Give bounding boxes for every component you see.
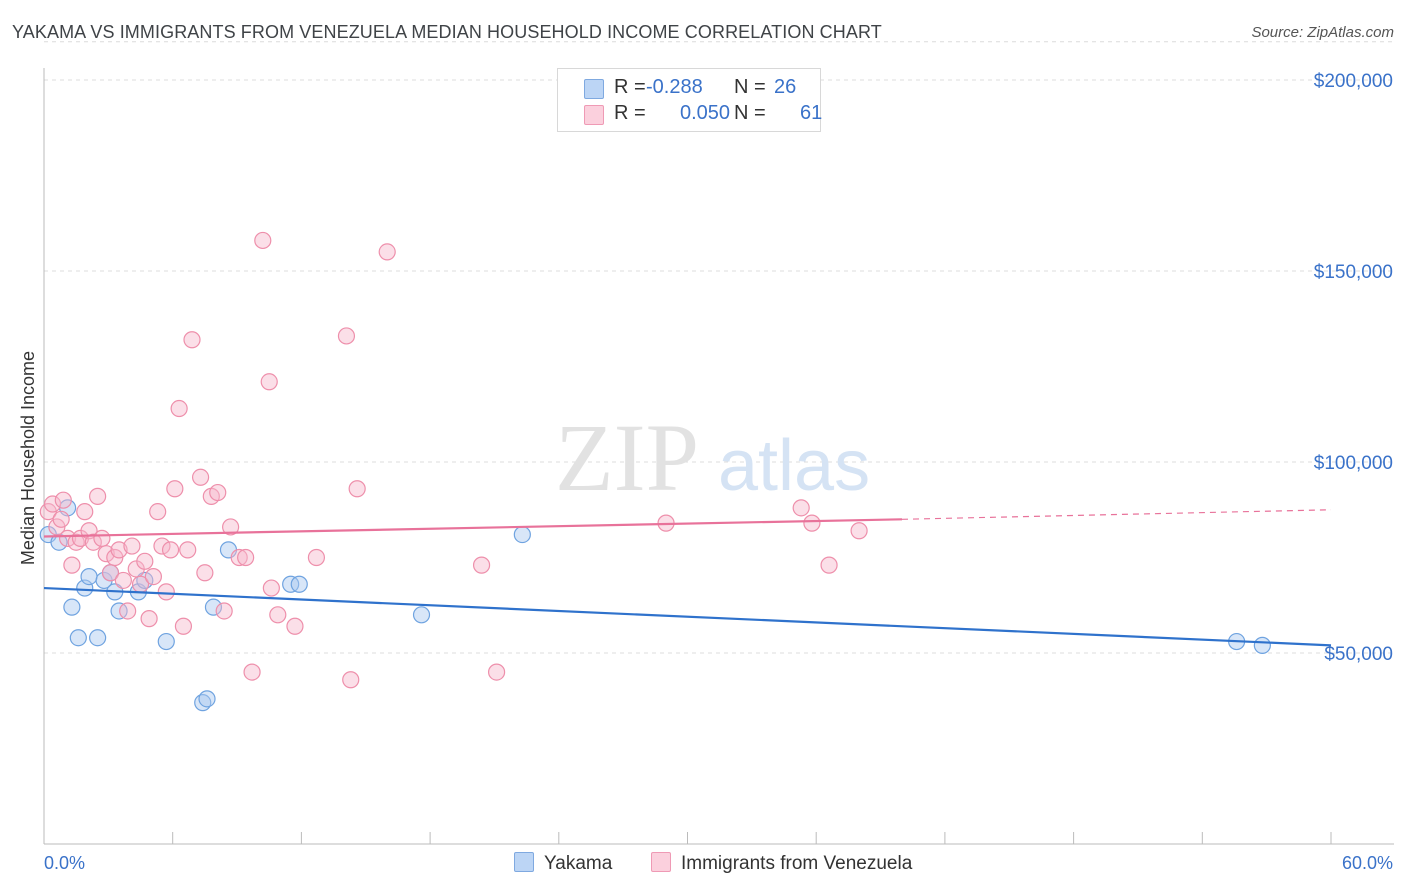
yakama-point [89, 629, 107, 647]
venezuela-point [342, 671, 360, 689]
yakama-point [412, 606, 431, 624]
y-tick-label: $50,000 [1324, 644, 1393, 665]
y-axis-label: Median Household Income [18, 351, 38, 565]
venezuela-point [63, 556, 81, 574]
yakama-point [63, 598, 81, 616]
yakama-point [157, 632, 175, 651]
venezuela-point [183, 331, 201, 349]
y-tick-label: $150,000 [1314, 262, 1393, 283]
bottom-legend-label-yakama: Yakama [544, 853, 613, 874]
venezuela-point [803, 514, 821, 532]
yakama-point [1253, 636, 1271, 654]
tick-labels: $50,000 $100,000 $150,000 $200,000 0.0% 60.0% [44, 71, 1393, 873]
yakama-point [69, 629, 87, 647]
venezuela-point [850, 522, 868, 540]
chart-title: YAKAMA VS IMMIGRANTS FROM VENEZUELA MEDI… [12, 22, 882, 42]
venezuela-point [84, 533, 102, 551]
trend-lines [43, 509, 1332, 647]
legend-r-label: R = [614, 102, 646, 124]
venezuela-point [487, 663, 506, 681]
venezuela-point [161, 541, 180, 559]
venezuela-point [286, 617, 304, 635]
legend-r-label: R = [614, 76, 646, 98]
legend-r-value: -0.288 [646, 76, 703, 98]
x-tick-label: 60.0% [1342, 853, 1393, 873]
venezuela-point [237, 548, 255, 567]
venezuela-point [149, 503, 167, 521]
yakama-point [513, 525, 531, 544]
y-tick-label: $200,000 [1314, 71, 1393, 92]
venezuela-point [153, 537, 171, 555]
venezuela-point [97, 545, 115, 563]
venezuela-point [110, 541, 128, 559]
venezuela-point [243, 663, 261, 681]
yakama-point [204, 598, 223, 616]
venezuela-point [76, 503, 94, 521]
venezuela-point [43, 495, 62, 513]
venezuela-point [230, 548, 248, 567]
x-tick-label: 0.0% [44, 853, 85, 873]
venezuela-point [196, 564, 214, 582]
legend-n-value: 61 [800, 102, 823, 124]
venezuela-point [93, 529, 111, 548]
legend-swatch-venezuela [584, 105, 604, 125]
yakama-trend-line [43, 586, 1332, 647]
venezuela-point [179, 541, 197, 559]
yakama-point [198, 690, 216, 708]
venezuela-point [337, 327, 356, 345]
yakama-point [80, 567, 98, 586]
venezuela-point [792, 499, 810, 517]
source-label: Source: ZipAtlas.com [1251, 24, 1394, 41]
venezuela-point [170, 399, 188, 418]
venezuela-point [144, 567, 162, 586]
venezuela-point [54, 491, 72, 509]
bottom-legend-yakama: Yakama [514, 852, 612, 875]
watermark-zip: ZIP [555, 404, 699, 511]
axes [43, 68, 1394, 845]
venezuela-point [119, 602, 137, 620]
stats-legend: R = -0.288 N = 26 R = 0.050 N = 61 [557, 68, 823, 132]
venezuela-point [472, 556, 491, 574]
venezuela-point [269, 606, 287, 624]
venezuela-point [166, 480, 184, 498]
venezuela-point [58, 529, 77, 548]
bottom-legend-swatch-venezuela [651, 852, 671, 872]
watermark-atlas: atlas [718, 426, 870, 506]
venezuela-point [215, 602, 233, 620]
bottom-legend-label-venezuela: Immigrants from Venezuela [681, 853, 913, 874]
venezuela-point [123, 537, 141, 555]
venezuela-point [820, 556, 838, 574]
venezuela-point [89, 487, 107, 505]
venezuela-point [174, 617, 193, 635]
legend-r-value: 0.050 [680, 102, 731, 124]
venezuela-trend-extension [901, 509, 1332, 520]
venezuela-point [222, 518, 240, 536]
legend-n-value: 26 [774, 76, 797, 98]
legend-n-label: N = [734, 102, 766, 124]
y-tick-label: $100,000 [1314, 453, 1393, 474]
venezuela-point [191, 468, 210, 486]
venezuela-point [157, 583, 175, 601]
data-points [39, 231, 1271, 712]
venezuela-point [52, 510, 70, 528]
venezuela-point [260, 373, 278, 391]
venezuela-point [348, 480, 366, 498]
bottom-legend-swatch-yakama [514, 852, 534, 872]
venezuela-point [140, 610, 158, 628]
venezuela-point [254, 231, 272, 250]
venezuela-point [378, 243, 396, 261]
venezuela-point [114, 571, 132, 590]
yakama-point [290, 575, 308, 593]
venezuela-point [136, 552, 154, 570]
venezuela-point [307, 548, 326, 567]
legend-n-label: N = [734, 76, 766, 98]
bottom-legend-venezuela: Immigrants from Venezuela [651, 852, 912, 875]
legend-swatch-yakama [584, 79, 604, 99]
venezuela-trend-line [43, 518, 903, 538]
venezuela-point [209, 483, 227, 502]
venezuela-point [262, 579, 280, 597]
